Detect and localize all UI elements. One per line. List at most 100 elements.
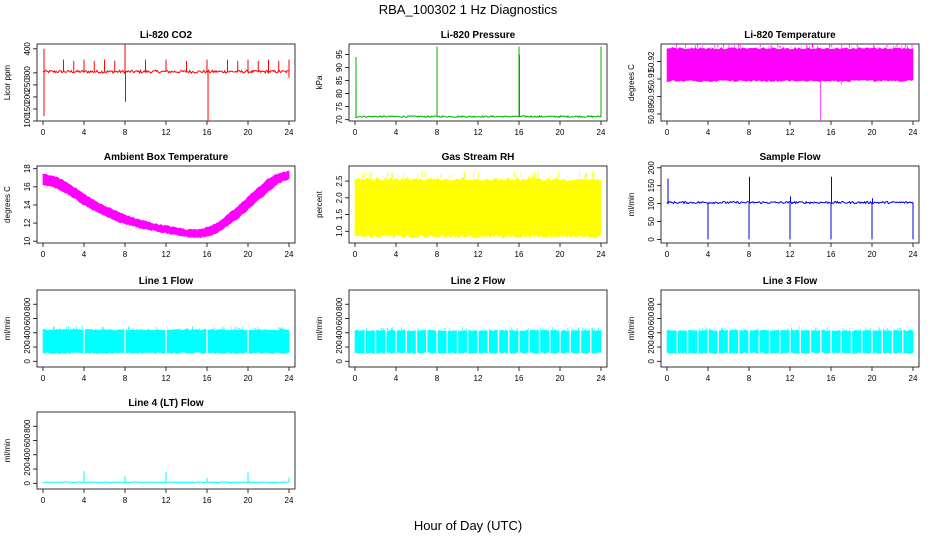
x-tick-label: 16 — [515, 374, 524, 383]
x-tick-label: 12 — [162, 496, 171, 505]
y-tick-label: 600 — [647, 311, 656, 325]
chart-panel: Line 3 Flow ml/min 0 4 8 12 16 20 24 0 20040060080… — [627, 276, 920, 383]
y-tick-label: 150 — [647, 178, 656, 192]
y-tick-label: 0 — [647, 359, 656, 364]
x-tick-label: 16 — [203, 374, 212, 383]
y-tick-label: 200 — [23, 90, 32, 104]
x-tick-label: 20 — [556, 128, 565, 137]
x-tick-label: 8 — [435, 374, 440, 383]
y-tick-label: 800 — [23, 419, 32, 433]
y-tick-label: 300 — [23, 66, 32, 80]
y-tick-label: 250 — [23, 78, 32, 92]
y-tick-label: 400 — [23, 448, 32, 462]
x-tick-label: 20 — [868, 374, 877, 383]
x-tick-label: 4 — [394, 128, 399, 137]
chart-title: Sample Flow — [759, 152, 820, 163]
chart-panel: Li-820 CO2 Licor ppm 0 4 8 12 16 20 24 1001502002… — [3, 30, 296, 137]
y-tick-label: 85 — [335, 76, 344, 85]
y-axis-label: ml/min — [315, 317, 324, 341]
x-tick-label: 24 — [285, 374, 294, 383]
y-tick-label: 16 — [23, 182, 32, 191]
y-tick-label: 18 — [23, 164, 32, 173]
x-tick-label: 0 — [41, 250, 46, 259]
y-tick-label: 14 — [23, 200, 32, 209]
chart-panel: Line 1 Flow ml/min 0 4 8 12 16 20 24 0 20040060080… — [3, 276, 296, 383]
x-tick-label: 0 — [665, 250, 670, 259]
x-tick-label: 8 — [123, 128, 128, 137]
x-tick-label: 4 — [82, 250, 87, 259]
chart-panel: Line 4 (LT) Flow ml/min 0 4 8 12 16 20 24 0 200400… — [3, 398, 296, 505]
y-tick-label: 0 — [647, 237, 656, 242]
y-axis-label: percent — [315, 190, 324, 217]
x-tick-label: 0 — [41, 374, 46, 383]
x-tick-label: 4 — [82, 374, 87, 383]
x-tick-label: 8 — [435, 128, 440, 137]
x-tick-label: 0 — [353, 374, 358, 383]
x-tick-label: 12 — [786, 374, 795, 383]
y-tick-label: 200 — [23, 462, 32, 476]
chart-title: Line 4 (LT) Flow — [128, 398, 204, 409]
x-tick-label: 24 — [597, 250, 606, 259]
y-tick-label: 0 — [23, 359, 32, 364]
y-tick-label: 1.0 — [335, 225, 344, 237]
y-axis-label: degrees C — [3, 186, 12, 223]
chart-title: Line 1 Flow — [139, 276, 194, 287]
x-tick-label: 8 — [123, 496, 128, 505]
y-tick-label: 400 — [647, 326, 656, 340]
x-tick-label: 12 — [474, 374, 483, 383]
y-tick-label: 400 — [23, 42, 32, 56]
y-tick-label: 200 — [647, 340, 656, 354]
x-tick-label: 24 — [597, 128, 606, 137]
y-tick-label: 400 — [23, 326, 32, 340]
x-tick-label: 4 — [82, 128, 87, 137]
y-tick-label: 150 — [23, 102, 32, 116]
x-tick-label: 0 — [665, 374, 670, 383]
x-tick-label: 8 — [123, 374, 128, 383]
y-axis-label: Licor ppm — [3, 65, 12, 100]
y-axis-label: ml/min — [627, 193, 636, 217]
x-tick-label: 0 — [41, 128, 46, 137]
y-tick-label: 75 — [335, 102, 344, 111]
x-tick-label: 16 — [203, 128, 212, 137]
x-tick-label: 4 — [706, 128, 711, 137]
y-tick-label: 600 — [23, 311, 32, 325]
x-tick-label: 24 — [285, 128, 294, 137]
y-axis-label: ml/min — [3, 317, 12, 341]
y-tick-label: 200 — [23, 340, 32, 354]
chart-panel: Li-820 Temperature degrees C 0 4 8 12 16 20 24 50… — [627, 30, 920, 137]
y-tick-label: 2.0 — [335, 192, 344, 204]
x-tick-label: 12 — [786, 128, 795, 137]
x-tick-label: 20 — [556, 374, 565, 383]
y-tick-label: 80 — [335, 89, 344, 98]
x-tick-label: 8 — [747, 250, 752, 259]
y-tick-label: 600 — [335, 311, 344, 325]
x-tick-label: 0 — [665, 128, 670, 137]
x-tick-label: 0 — [41, 496, 46, 505]
y-tick-label: 200 — [647, 161, 656, 175]
x-tick-label: 12 — [474, 128, 483, 137]
y-tick-label: 50.92 — [647, 51, 656, 72]
chart-title: Ambient Box Temperature — [104, 152, 229, 163]
x-tick-label: 24 — [597, 374, 606, 383]
chart-panel: Line 2 Flow ml/min 0 4 8 12 16 20 24 0 20040060080… — [315, 276, 608, 383]
x-tick-label: 0 — [353, 128, 358, 137]
x-tick-label: 16 — [515, 250, 524, 259]
x-tick-label: 8 — [123, 250, 128, 259]
series-band — [354, 177, 602, 239]
y-tick-label: 50.91 — [647, 68, 656, 89]
x-tick-label: 4 — [82, 496, 87, 505]
y-axis-label: kPa — [315, 75, 324, 89]
x-tick-label: 20 — [868, 128, 877, 137]
chart-panel: Sample Flow ml/min 0 4 8 12 16 20 24 0 50 100 150 200 — [627, 152, 920, 259]
x-tick-label: 20 — [244, 374, 253, 383]
x-tick-label: 20 — [244, 496, 253, 505]
y-tick-label: 800 — [647, 297, 656, 311]
x-tick-label: 8 — [435, 250, 440, 259]
y-tick-label: 0 — [335, 359, 344, 364]
x-tick-label: 12 — [162, 374, 171, 383]
chart-title: Line 3 Flow — [763, 276, 818, 287]
y-axis-label: ml/min — [3, 439, 12, 463]
y-tick-label: 800 — [23, 297, 32, 311]
series-band — [42, 170, 290, 239]
x-tick-label: 12 — [162, 128, 171, 137]
